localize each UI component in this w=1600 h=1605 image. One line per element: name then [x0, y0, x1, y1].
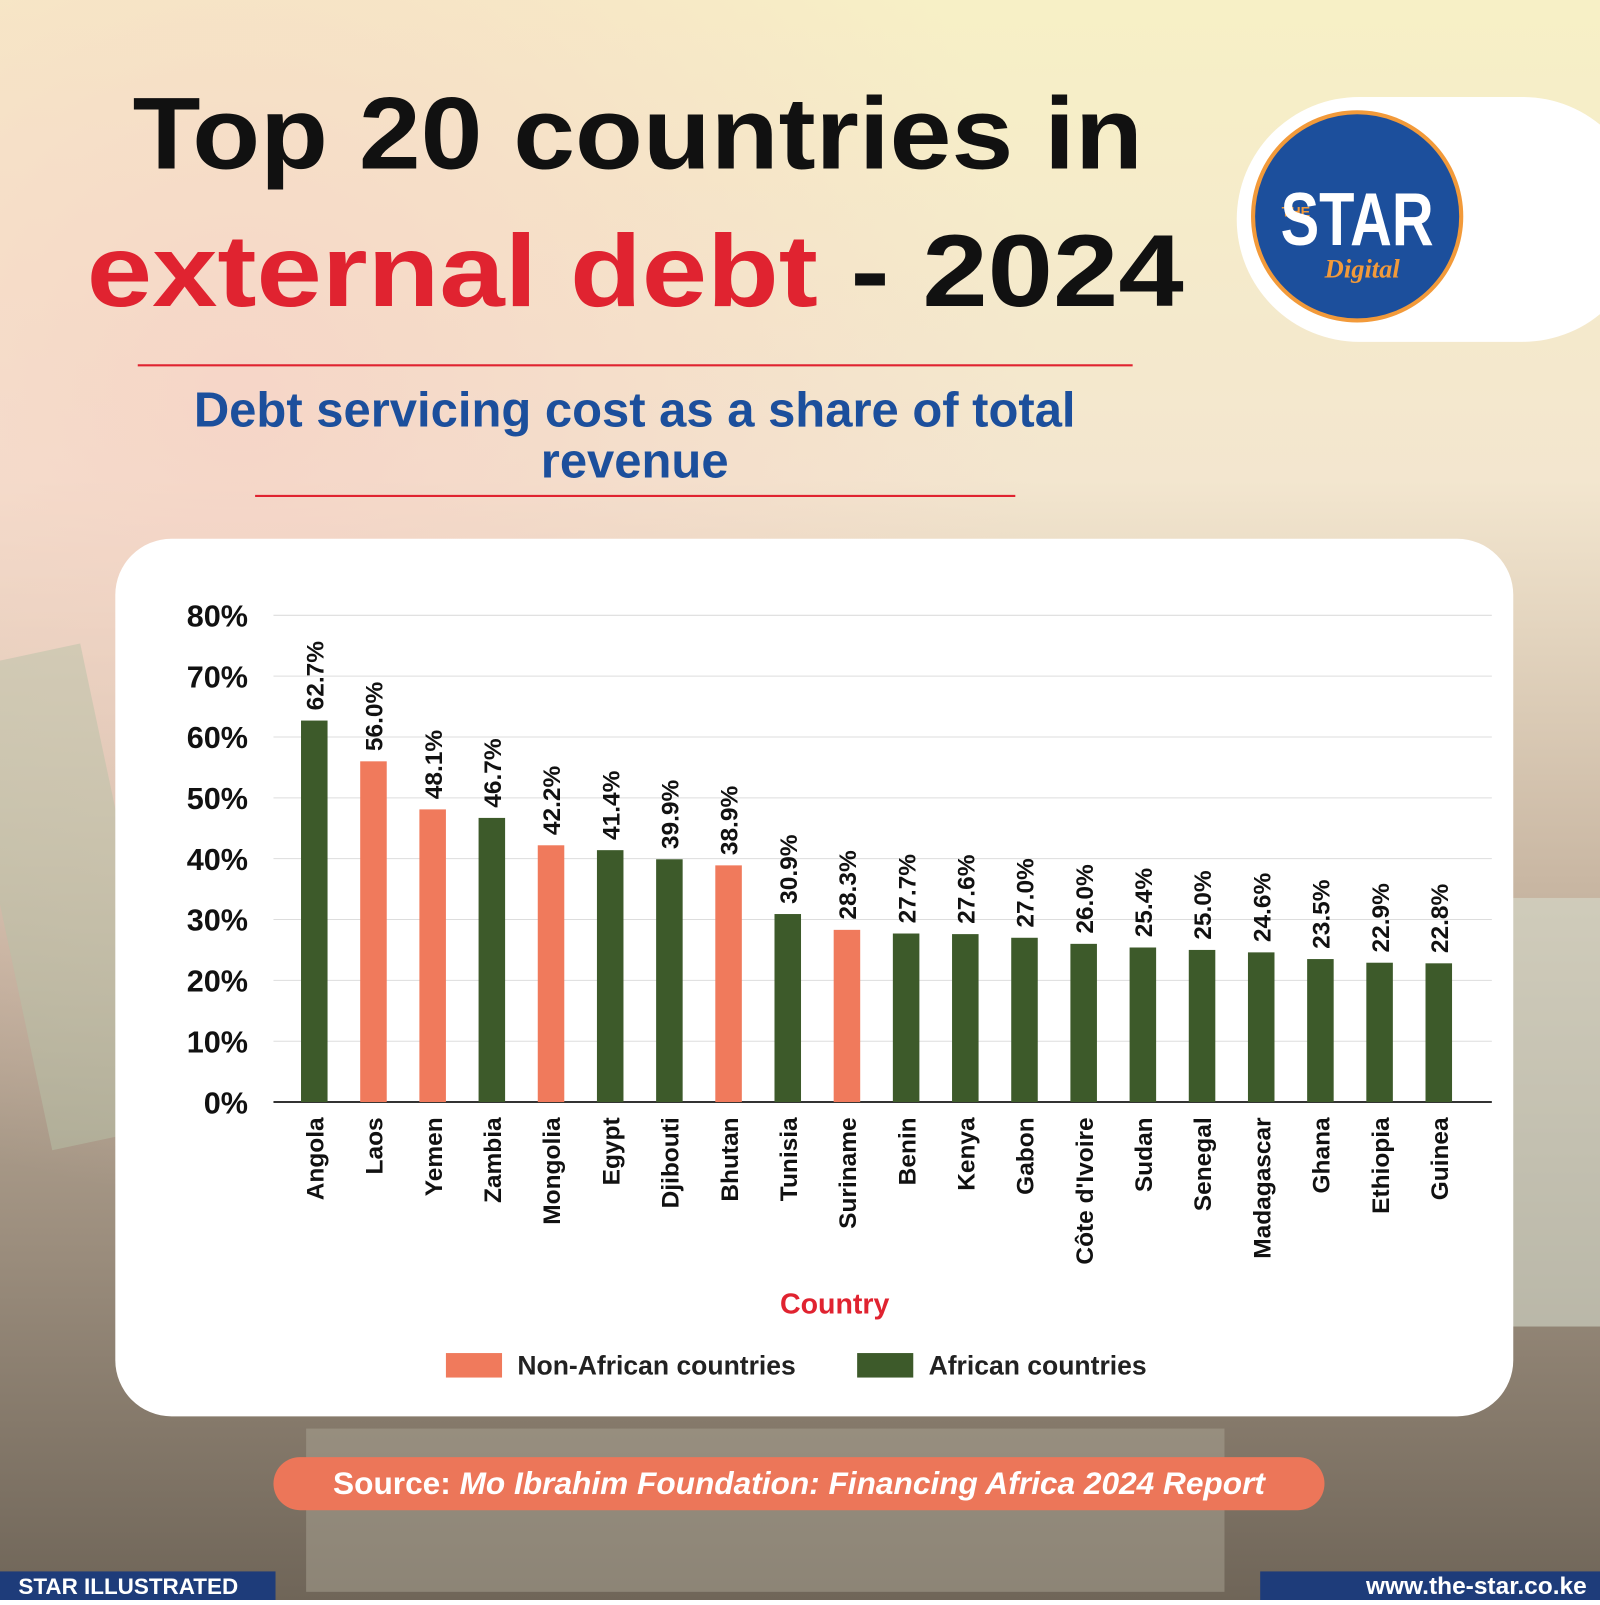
- x-tick-label: Côte d'Ivoire: [1072, 1117, 1099, 1264]
- value-label: 30.9%: [776, 834, 803, 904]
- title-highlight: external debt: [87, 214, 818, 328]
- footer-right: www.the-star.co.ke: [1365, 1573, 1587, 1600]
- legend-label: Non-African countries: [517, 1350, 795, 1380]
- x-tick-label: Gabon: [1013, 1117, 1040, 1194]
- x-tick-label: Sudan: [1131, 1117, 1158, 1192]
- footer-box: [0, 1571, 276, 1600]
- y-tick-label: 30%: [187, 904, 248, 938]
- value-label: 26.0%: [1072, 864, 1099, 934]
- bar: [892, 933, 920, 1103]
- x-tick-label: Laos: [362, 1117, 389, 1174]
- bar: [715, 865, 742, 1103]
- x-tick-label: Guinea: [1427, 1117, 1454, 1200]
- footer-box: [1260, 1571, 1600, 1600]
- value-label: 39.9%: [658, 779, 685, 849]
- bar: [1425, 963, 1453, 1103]
- value-label: 27.6%: [953, 854, 980, 924]
- bar: [1188, 949, 1216, 1103]
- bar: [1129, 947, 1157, 1103]
- x-tick-label: Yemen: [421, 1117, 448, 1196]
- x-tick-label: Benin: [894, 1117, 921, 1185]
- x-tick-label: Djibouti: [658, 1117, 685, 1208]
- x-tick-label: Zambia: [480, 1117, 507, 1203]
- value-label: 38.9%: [717, 786, 744, 856]
- x-tick-label: Egypt: [598, 1117, 625, 1185]
- source-label: Source:: [333, 1465, 451, 1501]
- y-tick-label: 60%: [187, 721, 248, 755]
- source: Source: Mo Ibrahim Foundation: Financing…: [333, 1465, 1266, 1501]
- value-label: 48.1%: [421, 730, 448, 800]
- y-tick-label: 0%: [204, 1086, 248, 1120]
- y-tick-label: 10%: [187, 1025, 248, 1059]
- title-line: Top 20 countries in: [133, 76, 1143, 190]
- bar: [656, 859, 683, 1103]
- value-label: 27.7%: [894, 854, 921, 924]
- x-tick-label: Bhutan: [717, 1117, 744, 1201]
- x-tick-label: Mongolia: [539, 1117, 566, 1225]
- source-pill: [273, 1457, 1325, 1511]
- x-tick-label: Ghana: [1309, 1117, 1336, 1194]
- y-tick-label: 20%: [187, 965, 248, 999]
- bar: [1011, 937, 1038, 1103]
- bar: [596, 850, 624, 1103]
- y-tick-label: 70%: [187, 660, 248, 694]
- value-label: 41.4%: [598, 770, 625, 840]
- x-tick-label: Tunisia: [776, 1117, 803, 1201]
- value-label: 28.3%: [835, 850, 862, 920]
- value-label: 23.5%: [1309, 879, 1336, 949]
- value-label: 24.6%: [1249, 873, 1276, 943]
- x-tick-label: Kenya: [953, 1117, 980, 1191]
- x-tick-label: Madagascar: [1249, 1117, 1276, 1259]
- logo-the: THE: [1282, 204, 1311, 220]
- banknote: [1510, 897, 1600, 1327]
- legend-swatch: [445, 1353, 503, 1378]
- value-label: 56.0%: [362, 681, 389, 751]
- y-tick-label: 50%: [187, 782, 248, 816]
- value-label: 62.7%: [302, 641, 329, 711]
- bar: [1366, 962, 1393, 1103]
- x-tick-label: Senegal: [1190, 1117, 1217, 1211]
- subtitle: revenue: [541, 435, 729, 489]
- title-rest: - 2024: [818, 214, 1184, 328]
- x-tick-label: Angola: [302, 1117, 329, 1200]
- bar: [1247, 952, 1275, 1103]
- bar: [537, 845, 565, 1103]
- x-tick-label: Ethiopia: [1368, 1117, 1395, 1214]
- subtitle: Debt servicing cost as a share of total: [194, 384, 1076, 438]
- source-text: Mo Ibrahim Foundation: Financing Africa …: [460, 1465, 1267, 1501]
- plot: 0% 10% 20% 30% 40% 50% 60% 70% 80% Angola Laos Yeme…: [187, 600, 1492, 1380]
- bar: [774, 914, 802, 1103]
- legend-label: African countries: [929, 1350, 1147, 1380]
- footer-left: STAR ILLUSTRATED: [18, 1574, 238, 1599]
- value-label: 46.7%: [480, 738, 507, 808]
- title-line: external debt - 2024: [87, 214, 1184, 328]
- bar: [1070, 943, 1097, 1103]
- value-label: 22.8%: [1427, 883, 1454, 953]
- logo: THE STAR Digital: [1236, 96, 1600, 342]
- value-label: 27.0%: [1013, 858, 1040, 928]
- value-label: 22.9%: [1368, 883, 1395, 953]
- bar: [833, 929, 861, 1103]
- value-label: 25.0%: [1190, 870, 1217, 940]
- bar: [1307, 959, 1334, 1103]
- x-tick-label: Suriname: [835, 1117, 862, 1229]
- y-tick-label: 40%: [187, 843, 248, 877]
- value-label: 25.4%: [1131, 868, 1158, 938]
- x-axis-title: Country: [780, 1288, 890, 1320]
- y-tick-label: 80%: [187, 600, 248, 634]
- logo-star: STAR: [1281, 178, 1434, 262]
- logo-circle: [1251, 110, 1464, 323]
- legend-swatch: [857, 1353, 914, 1378]
- bar: [478, 817, 506, 1103]
- bar: [419, 809, 446, 1103]
- bar: [360, 761, 387, 1103]
- bar: [301, 720, 328, 1103]
- logo-digital: Digital: [1324, 254, 1401, 284]
- chart-card: [115, 538, 1514, 1417]
- bar: [952, 934, 979, 1103]
- value-label: 42.2%: [539, 765, 566, 835]
